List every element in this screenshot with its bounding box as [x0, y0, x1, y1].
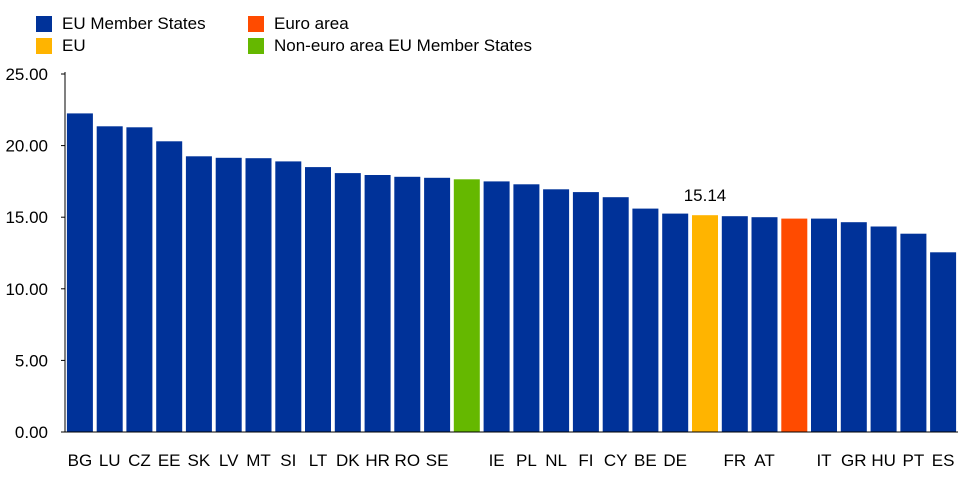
chart-legend: EU Member States EU Euro area Non-euro a…: [36, 14, 636, 64]
x-tick-label-it: IT: [816, 451, 831, 470]
bar-lt: [305, 167, 331, 432]
bar-ro: [394, 176, 421, 432]
bar-eu: [692, 215, 718, 432]
legend-swatch-non-euro-area: [248, 38, 264, 54]
bar-cy: [602, 197, 629, 432]
x-tick-label-lv: LV: [219, 451, 239, 470]
legend-swatch-eu-member-states: [36, 16, 52, 32]
x-tick-label-de: DE: [663, 451, 687, 470]
x-tick-label-hr: HR: [365, 451, 390, 470]
x-tick-label-cy: CY: [604, 451, 628, 470]
bar-sk: [185, 156, 212, 433]
x-tick-label-lt: LT: [309, 451, 328, 470]
bar-be: [632, 208, 659, 432]
x-tick-label-be: BE: [634, 451, 657, 470]
x-tick-label-hu: HU: [871, 451, 896, 470]
x-tick-label-ee: EE: [158, 451, 181, 470]
bar-dk: [334, 173, 361, 432]
x-tick-label-cz: CZ: [128, 451, 151, 470]
y-tick-label: 0.00: [15, 423, 48, 442]
x-tick-label-bg: BG: [68, 451, 93, 470]
legend-label-eu: EU: [62, 36, 86, 55]
x-tick-label-es: ES: [932, 451, 955, 470]
bar-fr: [721, 216, 748, 432]
legend-item-non-euro-area: Non-euro area EU Member States: [248, 36, 532, 56]
y-tick-label: 5.00: [15, 351, 48, 370]
bar-mt: [245, 158, 272, 432]
x-tick-label-se: SE: [426, 451, 449, 470]
y-tick-label: 20.00: [5, 137, 48, 156]
bar-pl: [513, 184, 540, 432]
legend-label-eu-member-states: EU Member States: [62, 14, 206, 33]
x-tick-label-pt: PT: [903, 451, 925, 470]
bar-de: [662, 213, 689, 432]
bar-hr: [364, 175, 391, 432]
y-tick-label: 15.00: [5, 208, 48, 227]
x-tick-label-dk: DK: [336, 451, 360, 470]
bar-cz: [126, 127, 153, 433]
x-tick-label-at: AT: [754, 451, 774, 470]
legend-label-euro-area: Euro area: [274, 14, 349, 33]
bar-hu: [870, 226, 897, 432]
x-tick-label-ro: RO: [395, 451, 421, 470]
bar-se: [424, 177, 451, 432]
bar-si: [275, 161, 302, 432]
x-tick-label-fi: FI: [578, 451, 593, 470]
bar-it: [811, 218, 837, 432]
data-label: 15.14: [684, 186, 727, 205]
bar-ee: [156, 141, 183, 433]
y-tick-label: 10.00: [5, 280, 48, 299]
x-tick-label-ie: IE: [489, 451, 505, 470]
x-tick-label-mt: MT: [246, 451, 271, 470]
bar-lv: [215, 157, 242, 433]
bar-bg: [66, 113, 93, 433]
x-tick-label-pl: PL: [516, 451, 537, 470]
x-tick-label-nl: NL: [545, 451, 567, 470]
legend-item-euro-area: Euro area: [248, 14, 349, 34]
bar-non-euro: [453, 179, 480, 432]
bar-pt: [900, 233, 927, 432]
bar-fi: [572, 192, 599, 432]
bar-es: [930, 252, 957, 432]
bar-nl: [543, 189, 570, 432]
legend-label-non-euro-area: Non-euro area EU Member States: [274, 36, 532, 55]
bar-ie: [483, 181, 510, 432]
x-tick-label-sk: SK: [188, 451, 211, 470]
legend-swatch-euro-area: [248, 16, 264, 32]
x-tick-label-si: SI: [280, 451, 296, 470]
x-tick-label-lu: LU: [99, 451, 121, 470]
legend-item-eu-member-states: EU Member States: [36, 14, 206, 34]
bar-at: [751, 217, 778, 432]
bar-euro-area: [781, 218, 808, 432]
legend-item-eu: EU: [36, 36, 86, 56]
x-tick-label-fr: FR: [723, 451, 746, 470]
x-tick-label-gr: GR: [841, 451, 867, 470]
y-tick-label: 25.00: [5, 65, 48, 84]
bar-lu: [96, 126, 123, 433]
legend-swatch-eu: [36, 38, 52, 54]
bar-gr: [840, 222, 867, 432]
